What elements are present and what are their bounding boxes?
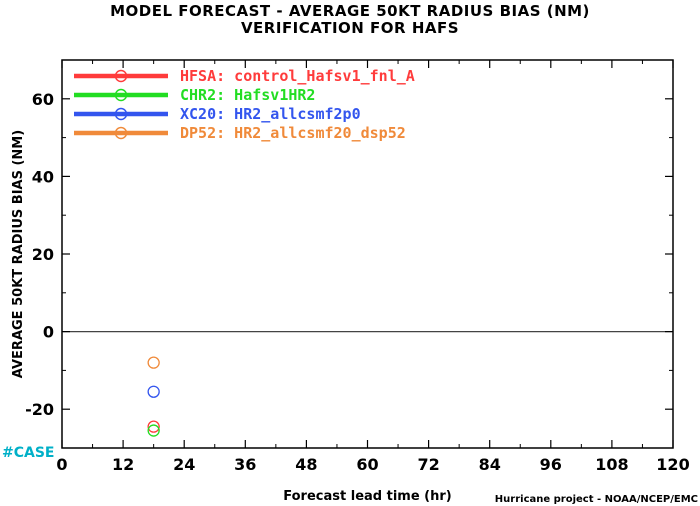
legend-marker: [114, 69, 128, 83]
x-tick-label: 48: [295, 455, 317, 474]
x-tick-label: 12: [112, 455, 134, 474]
x-tick-label: 84: [479, 455, 501, 474]
y-tick-label: -20: [25, 400, 54, 419]
x-tick-label: 108: [595, 455, 628, 474]
chart-title: MODEL FORECAST - AVERAGE 50KT RADIUS BIA…: [110, 2, 590, 20]
x-axis-label: Forecast lead time (hr): [283, 489, 451, 504]
x-tick-label: 60: [356, 455, 378, 474]
data-point: [147, 420, 160, 433]
legend-entry: XC20: HR2_allcsmf2p0: [180, 105, 361, 123]
x-tick-label: 96: [540, 455, 562, 474]
data-point: [147, 385, 160, 398]
legend-marker: [114, 126, 128, 140]
case-label: #CASE: [2, 445, 55, 461]
chart-subtitle: VERIFICATION FOR HAFS: [240, 19, 460, 37]
legend-entry: CHR2: Hafsv1HR2: [180, 86, 315, 104]
x-tick-label: 72: [417, 455, 439, 474]
legend-marker: [114, 88, 128, 102]
x-tick-label: 36: [234, 455, 256, 474]
x-tick-label: 0: [56, 455, 67, 474]
plot-frame: [61, 59, 674, 449]
x-tick-label: 120: [656, 455, 689, 474]
legend-entry: HFSA: control_Hafsv1_fnl_A: [180, 67, 415, 85]
y-tick-label: 0: [43, 323, 54, 342]
y-tick-label: 60: [32, 90, 54, 109]
legend-entry: DP52: HR2_allcsmf20_dsp52: [180, 124, 406, 142]
y-tick-label: 20: [32, 245, 54, 264]
credit-text: Hurricane project - NOAA/NCEP/EMC: [495, 494, 698, 505]
y-tick-label: 40: [32, 167, 54, 186]
x-tick-label: 24: [173, 455, 195, 474]
y-axis-label: AVERAGE 50KT RADIUS BIAS (NM): [11, 130, 26, 378]
data-point: [147, 356, 160, 369]
legend-marker: [114, 107, 128, 121]
data-point: [147, 424, 160, 437]
